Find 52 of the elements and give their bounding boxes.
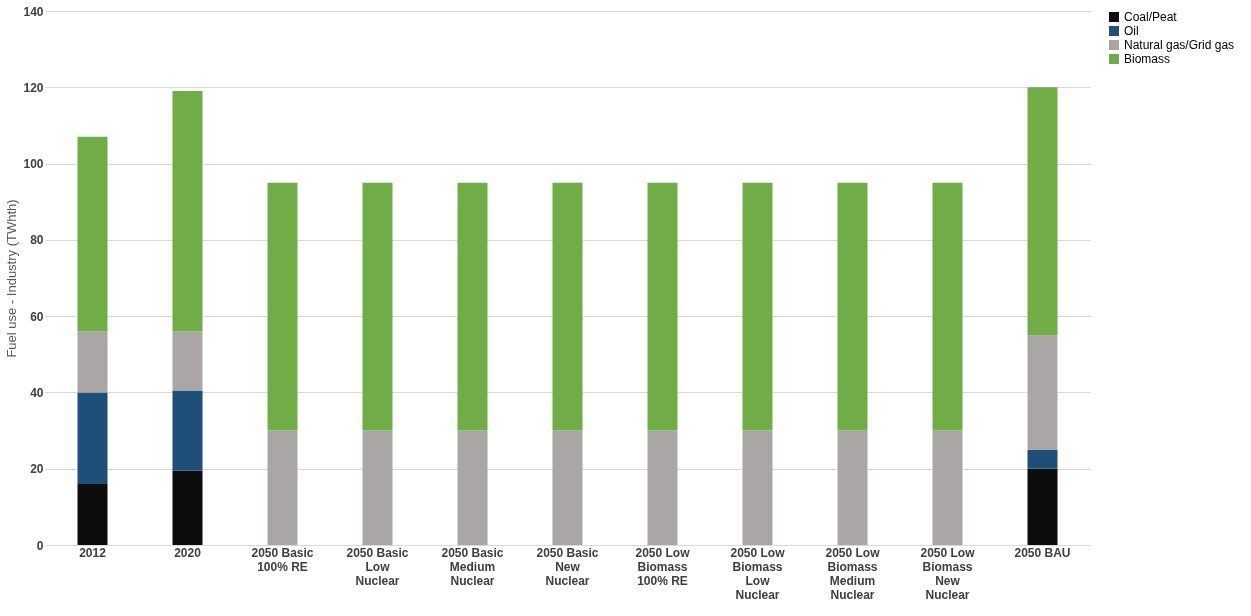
bar	[77, 392, 108, 484]
y-tick-label: 20	[30, 462, 44, 477]
bar	[77, 331, 108, 393]
x-tick-label: 2050 Low Biomass Medium Nuclear	[825, 545, 881, 602]
x-tick-label: 2050 Basic Medium Nuclear	[441, 545, 504, 588]
x-tick-label: 2020	[174, 545, 202, 560]
bar	[77, 136, 108, 332]
bar	[1027, 335, 1058, 450]
bar	[647, 430, 678, 545]
bar	[932, 182, 963, 431]
y-tick-label: 0	[36, 538, 44, 553]
bar	[172, 470, 203, 545]
y-tick-label: 40	[30, 385, 44, 400]
y-tick-label: 140	[23, 4, 44, 19]
bar	[1027, 468, 1058, 545]
bar	[837, 182, 868, 431]
bar	[647, 182, 678, 431]
y-tick-label: 60	[30, 309, 44, 324]
legend-label: Natural gas/Grid gas	[1124, 38, 1235, 52]
x-tick-label: 2050 Basic 100% RE	[251, 545, 314, 574]
bar	[1027, 87, 1058, 336]
y-tick-label: 120	[23, 80, 44, 95]
x-tick-label: 2050 Low Biomass Low Nuclear	[730, 545, 786, 602]
bar	[742, 182, 773, 431]
bar	[932, 430, 963, 545]
y-tick-label: 100	[23, 157, 44, 172]
legend-label: Oil	[1124, 24, 1139, 38]
x-tick-label: 2012	[79, 545, 107, 560]
bar	[552, 430, 583, 545]
bar	[267, 182, 298, 431]
x-tick-label: 2050 Low Biomass New Nuclear	[920, 545, 976, 602]
bar	[362, 430, 393, 545]
bar	[172, 331, 203, 391]
bar	[552, 182, 583, 431]
y-tick-label: 80	[30, 233, 44, 248]
bar	[457, 430, 488, 545]
x-tick-label: 2050 Basic New Nuclear	[536, 545, 599, 588]
bar	[267, 430, 298, 545]
legend-label: Coal/Peat	[1124, 10, 1178, 24]
x-tick-label: 2050 Low Biomass 100% RE	[635, 545, 691, 588]
bar	[362, 182, 393, 431]
legend-label: Biomass	[1124, 52, 1171, 66]
bar	[172, 91, 203, 332]
bar	[1027, 449, 1058, 469]
bar	[172, 390, 203, 471]
x-tick-label: 2050 Basic Low Nuclear	[346, 545, 409, 588]
x-tick-label: 2050 BAU	[1014, 545, 1071, 560]
y-axis-title: Fuel use - Industry (TWhth)	[4, 199, 20, 358]
bar	[457, 182, 488, 431]
bar	[742, 430, 773, 545]
bar	[77, 483, 108, 545]
bar	[837, 430, 868, 545]
